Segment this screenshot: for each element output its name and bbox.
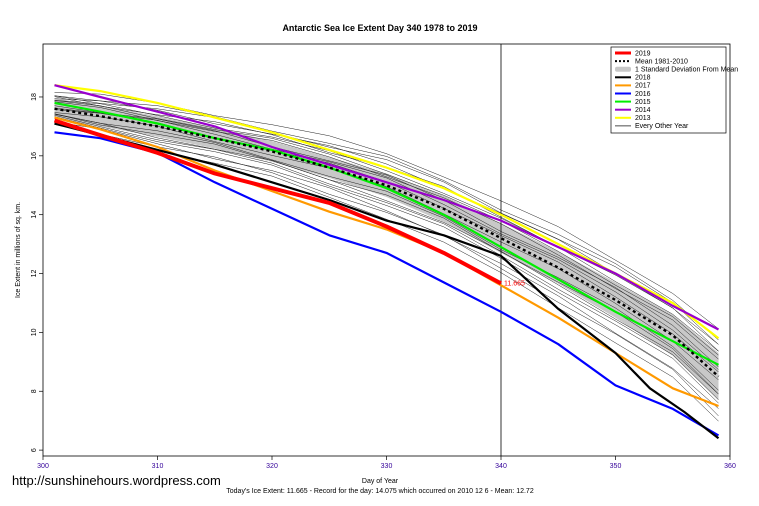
x-tick-label: 340	[495, 463, 507, 470]
other-year-line	[54, 95, 719, 341]
x-axis-label: Day of Year	[362, 478, 399, 485]
footer-url: http://sunshinehours.wordpress.com	[12, 473, 221, 488]
x-tick-label: 320	[266, 463, 278, 470]
legend-label: 2017	[635, 83, 651, 90]
legend-label: 2014	[635, 107, 651, 114]
axis-ticks: 300 310 320 330 340 350 360 6 8 10 12 14 16 18	[31, 93, 736, 470]
x-tick-label: 350	[610, 463, 622, 470]
other-year-line	[54, 100, 719, 352]
y-axis-label: Ice Extent in millions of sq. km.	[15, 202, 22, 298]
series-line-2019	[53, 118, 502, 286]
y-tick-label: 16	[31, 152, 38, 160]
footer-summary: Today's Ice Extent: 11.665 - Record for …	[226, 488, 534, 495]
other-year-line	[54, 116, 719, 404]
other-year-line	[54, 101, 719, 360]
legend-label: 2015	[635, 99, 651, 106]
y-tick-label: 18	[31, 93, 38, 101]
legend-label: Mean 1981-2010	[635, 58, 688, 65]
legend-label: 2016	[635, 91, 651, 98]
other-year-line	[54, 121, 719, 409]
y-tick-label: 12	[31, 270, 38, 278]
series-line-2018	[54, 122, 720, 440]
other-year-line	[54, 105, 719, 368]
y-tick-label: 14	[31, 211, 38, 219]
other-year-line	[54, 113, 719, 391]
mean-line	[54, 107, 720, 378]
plot-area: 11.665	[53, 44, 720, 456]
y-tick-label: 6	[31, 448, 38, 452]
other-year-line	[54, 100, 719, 356]
x-tick-label: 300	[37, 463, 49, 470]
other-year-line	[54, 114, 719, 400]
legend-label: 2019	[635, 50, 651, 57]
legend-label: 2013	[635, 115, 651, 122]
legend-swatch	[615, 66, 631, 72]
other-year-line	[54, 95, 719, 345]
legend-label: 1 Standard Deviation From Mean	[635, 67, 738, 74]
y-tick-label: 10	[31, 328, 38, 336]
other-year-line	[54, 107, 719, 370]
other-year-line	[54, 114, 719, 395]
x-tick-label: 310	[152, 463, 164, 470]
current-value-label: 11.665	[504, 280, 525, 287]
legend-label: Every Other Year	[635, 123, 689, 130]
series-line-2015	[54, 101, 720, 366]
legend-label: 2018	[635, 75, 651, 82]
chart-title: Antarctic Sea Ice Extent Day 340 1978 to…	[282, 23, 477, 33]
series-line-2014	[54, 84, 720, 331]
x-tick-label: 330	[381, 463, 393, 470]
x-tick-label: 360	[724, 463, 736, 470]
y-tick-label: 8	[31, 389, 38, 393]
